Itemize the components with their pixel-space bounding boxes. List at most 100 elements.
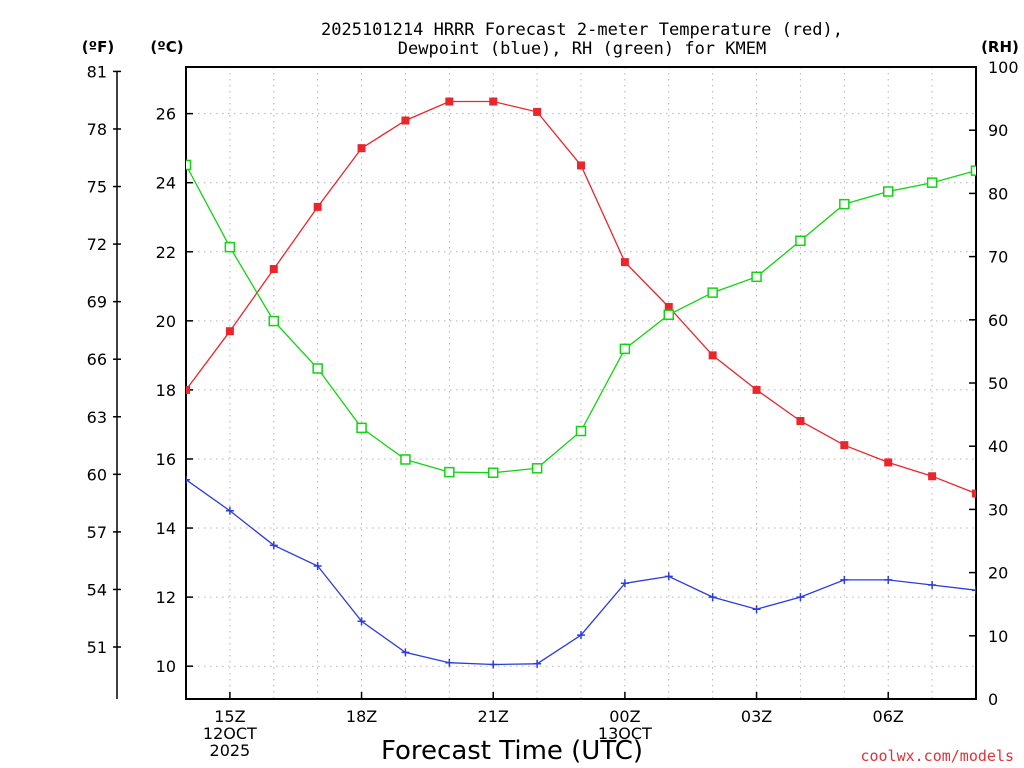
- rh-point: [619, 343, 631, 355]
- rh-point: [400, 454, 411, 465]
- credit-link[interactable]: coolwx.com/models: [860, 747, 1014, 765]
- x-tick-label: 2025: [210, 741, 251, 760]
- rh-tick-label: 80: [988, 184, 1008, 203]
- x-tick-label: 06Z: [873, 707, 904, 726]
- temperature-point: [225, 327, 234, 336]
- chart-title-line2: Dewpoint (blue), RH (green) for KMEM: [398, 39, 766, 59]
- celsius-tick-label: 26: [156, 105, 176, 124]
- x-axis-label: Forecast Time (UTC): [381, 736, 643, 766]
- x-tick-label: 21Z: [478, 707, 509, 726]
- rh-tick-label: 50: [988, 374, 1008, 393]
- rh-point: [707, 287, 718, 298]
- dewpoint-point: [313, 562, 322, 571]
- temperature-point: [928, 472, 937, 481]
- rh-point: [224, 241, 236, 253]
- rh-point: [795, 235, 806, 247]
- chart-title-line1: 2025101214 HRRR Forecast 2-meter Tempera…: [321, 20, 843, 40]
- temperature-series: [186, 97, 976, 498]
- dewpoint-point: [269, 541, 278, 550]
- fahrenheit-tick-label: 69: [87, 293, 107, 312]
- dewpoint-point: [884, 575, 893, 584]
- temperature-point: [708, 351, 717, 360]
- celsius-tick-label: 14: [156, 519, 176, 538]
- dewpoint-point: [577, 631, 585, 640]
- x-tick-label: 18Z: [346, 707, 377, 726]
- rh-point: [356, 422, 367, 434]
- rh-tick-label: 70: [988, 248, 1008, 267]
- temperature-point: [884, 458, 893, 467]
- celsius-tick-label: 16: [156, 450, 176, 469]
- rh-point: [444, 466, 455, 478]
- rh-tick-label: 0: [988, 690, 998, 709]
- rh-tick-label: 90: [988, 121, 1008, 140]
- fahrenheit-tick-label: 75: [87, 178, 107, 197]
- temperature-point: [752, 385, 761, 394]
- dewpoint-point: [186, 475, 190, 484]
- fahrenheit-tick-label: 60: [87, 465, 107, 484]
- rh-point: [970, 165, 976, 176]
- rh-point: [531, 463, 543, 474]
- dewpoint-point: [928, 581, 937, 590]
- fahrenheit-tick-label: 54: [87, 580, 107, 599]
- axes: [113, 66, 977, 700]
- fahrenheit-tick-label: 63: [87, 408, 107, 427]
- rh-point: [268, 315, 280, 327]
- rh-point: [882, 186, 894, 197]
- x-tick-label: 15Z: [214, 707, 245, 726]
- data-series: [186, 97, 976, 669]
- temperature-point: [533, 107, 542, 116]
- x-tick-label: 03Z: [741, 707, 772, 726]
- temperature-point: [577, 161, 585, 170]
- dewpoint-point: [972, 586, 976, 595]
- celsius-tick-label: 24: [156, 174, 176, 193]
- fahrenheit-tick-label: 81: [87, 62, 107, 81]
- rh-point: [487, 467, 499, 478]
- temperature-point: [313, 202, 322, 211]
- x-tick-label: 00Z: [609, 707, 640, 726]
- celsius-unit-label: (ºC): [150, 38, 183, 56]
- rh-tick-label: 40: [988, 437, 1008, 456]
- rh-point: [575, 425, 587, 437]
- rh-series: [186, 159, 976, 478]
- temperature-point: [445, 97, 454, 106]
- dewpoint-point: [796, 593, 805, 602]
- fahrenheit-tick-label: 78: [87, 120, 107, 139]
- dewpoint-point: [708, 593, 717, 602]
- celsius-tick-label: 22: [156, 243, 176, 262]
- temperature-point: [796, 416, 805, 425]
- dewpoint-point: [445, 658, 454, 667]
- rh-point: [312, 363, 323, 374]
- dewpoint-point: [664, 572, 673, 581]
- dewpoint-series: [186, 475, 976, 669]
- rh-tick-label: 10: [988, 627, 1008, 646]
- dewpoint-point: [489, 660, 498, 669]
- temperature-point: [840, 441, 849, 450]
- rh-unit-label: (RH): [981, 38, 1019, 56]
- fahrenheit-tick-label: 51: [87, 638, 107, 657]
- fahrenheit-unit-label: (ºF): [82, 38, 114, 56]
- dewpoint-point: [533, 659, 542, 668]
- rh-tick-label: 60: [988, 311, 1008, 330]
- rh-tick-label: 30: [988, 500, 1008, 519]
- dewpoint-point: [752, 605, 761, 614]
- temperature-point: [620, 258, 629, 267]
- temperature-point: [401, 116, 410, 125]
- dewpoint-point: [225, 506, 234, 515]
- fahrenheit-tick-label: 57: [87, 523, 107, 542]
- celsius-tick-label: 18: [156, 381, 176, 400]
- dewpoint-point: [401, 648, 410, 657]
- temperature-point: [269, 265, 278, 274]
- rh-point: [186, 159, 192, 171]
- celsius-tick-label: 12: [156, 588, 176, 607]
- rh-point: [926, 177, 938, 188]
- celsius-tick-label: 10: [156, 657, 176, 676]
- fahrenheit-tick-label: 66: [87, 350, 107, 369]
- x-tick-label: 12OCT: [203, 724, 257, 743]
- temperature-point: [489, 97, 498, 106]
- rh-tick-label: 20: [988, 564, 1008, 583]
- tick-labels: 51 54 57 60 63 66 69 72 75 78 81 10 12 14 16 18 20 22 24 26…: [87, 58, 1019, 760]
- dewpoint-point: [620, 579, 629, 588]
- rh-tick-label: 100: [988, 58, 1019, 77]
- rh-point: [663, 309, 675, 320]
